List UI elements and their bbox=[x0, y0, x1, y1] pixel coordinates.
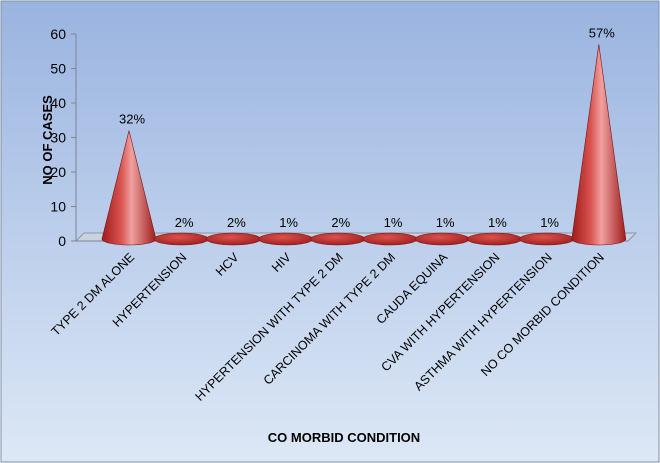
y-axis-title: NO OF CASES bbox=[40, 95, 55, 185]
data-labels: 32% 2% 2% 1% 2% 1% 1% 1% 1% 57% bbox=[119, 25, 615, 230]
y-tick-label: 30 bbox=[50, 130, 66, 146]
x-axis-title: CO MORBID CONDITION bbox=[268, 430, 420, 445]
data-label: 1% bbox=[279, 215, 298, 230]
cone-base bbox=[362, 232, 418, 246]
cone-bar bbox=[310, 232, 366, 246]
y-tick-label: 10 bbox=[50, 199, 66, 215]
cone-bar bbox=[153, 232, 209, 246]
y-tick-label: 60 bbox=[50, 26, 66, 42]
cone-base bbox=[467, 232, 522, 246]
cone-base bbox=[258, 232, 313, 246]
data-label: 2% bbox=[331, 215, 350, 230]
cone-base bbox=[206, 232, 261, 246]
cone-series bbox=[101, 44, 627, 246]
data-label: 2% bbox=[227, 215, 246, 230]
data-label: 1% bbox=[540, 215, 559, 230]
cone-bar bbox=[467, 232, 522, 246]
data-label: 1% bbox=[384, 215, 403, 230]
cone-base bbox=[414, 232, 470, 246]
y-tick-label: 0 bbox=[58, 233, 66, 249]
cone-base bbox=[310, 232, 366, 246]
y-tick-label: 40 bbox=[50, 95, 66, 111]
y-tick-label: 20 bbox=[50, 164, 66, 180]
data-label: 1% bbox=[488, 215, 507, 230]
data-label: 57% bbox=[589, 25, 615, 40]
cone-body bbox=[571, 44, 627, 246]
data-label: 2% bbox=[175, 215, 194, 230]
data-label: 1% bbox=[436, 215, 455, 230]
y-tick-label: 50 bbox=[50, 61, 66, 77]
cone-base bbox=[519, 232, 574, 246]
cone-bar bbox=[206, 232, 261, 246]
cone-bar bbox=[519, 232, 574, 246]
cone-base bbox=[153, 232, 209, 246]
cone-bar bbox=[362, 232, 418, 246]
cone-bar bbox=[258, 232, 313, 246]
y-axis: 0 10 20 30 40 50 60 bbox=[50, 26, 77, 249]
data-label: 32% bbox=[119, 112, 145, 127]
cone-bar bbox=[414, 232, 470, 246]
cone-bar bbox=[571, 44, 627, 246]
